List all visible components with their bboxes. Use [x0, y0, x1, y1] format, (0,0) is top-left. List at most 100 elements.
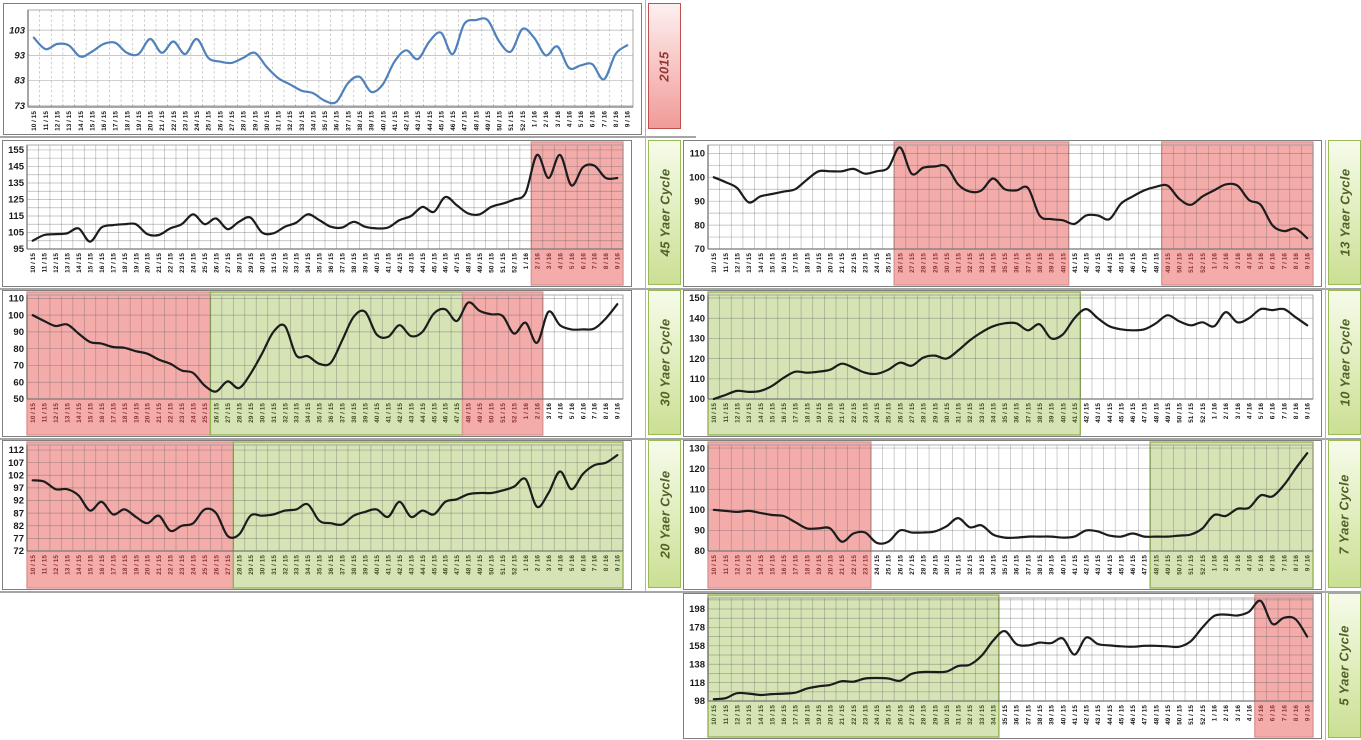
svg-text:40 / 15: 40 / 15 [1060, 555, 1067, 575]
svg-text:70: 70 [694, 244, 705, 255]
svg-text:50 / 15: 50 / 15 [1177, 253, 1184, 273]
svg-text:52 / 15: 52 / 15 [512, 555, 519, 575]
svg-text:22 / 15: 22 / 15 [168, 253, 175, 273]
svg-text:38 / 15: 38 / 15 [351, 253, 358, 273]
svg-text:21 / 15: 21 / 15 [156, 403, 163, 423]
svg-text:31 / 15: 31 / 15 [271, 555, 278, 575]
svg-text:40 / 15: 40 / 15 [1060, 403, 1067, 423]
svg-text:52 / 15: 52 / 15 [1200, 555, 1207, 575]
svg-text:51 / 15: 51 / 15 [1188, 253, 1195, 273]
svg-text:20 / 15: 20 / 15 [148, 111, 155, 131]
svg-text:45 / 15: 45 / 15 [431, 403, 438, 423]
svg-text:112: 112 [9, 445, 24, 456]
svg-text:12 / 15: 12 / 15 [734, 555, 741, 575]
svg-text:49 / 15: 49 / 15 [1165, 555, 1172, 575]
svg-text:42 / 15: 42 / 15 [397, 555, 404, 575]
svg-text:48 / 15: 48 / 15 [466, 403, 473, 423]
tag-30-year-cycle: 30 Yaer Cycle [648, 290, 681, 435]
svg-text:37 / 15: 37 / 15 [1025, 253, 1032, 273]
svg-text:29 / 15: 29 / 15 [248, 253, 255, 273]
svg-text:36 / 15: 36 / 15 [328, 253, 335, 273]
svg-text:17 / 15: 17 / 15 [793, 555, 800, 575]
svg-text:46 / 15: 46 / 15 [443, 253, 450, 273]
chart-13-year-cycle[interactable]: 70 80 90 100 110 10 / 15 11 / 15 12 / 15 13 / 15… [683, 140, 1322, 287]
svg-text:8 / 16: 8 / 16 [1293, 403, 1300, 420]
svg-text:23 / 15: 23 / 15 [182, 111, 189, 131]
svg-text:34 / 15: 34 / 15 [310, 111, 317, 131]
svg-text:29 / 15: 29 / 15 [932, 403, 939, 423]
svg-text:125: 125 [8, 195, 25, 206]
svg-text:8 / 16: 8 / 16 [1293, 555, 1300, 572]
svg-text:14 / 15: 14 / 15 [76, 403, 83, 423]
svg-text:30 / 15: 30 / 15 [944, 403, 951, 423]
chart-45-year-cycle[interactable]: 95 105 115 125 135 145 155 10 / 15 11 / 15 12 / 1… [2, 140, 632, 287]
svg-text:8 / 16: 8 / 16 [613, 111, 620, 128]
chart-5-year-cycle[interactable]: 98 118 138 158 178 198 10 / 15 11 / 15 12 / 15 13… [683, 593, 1322, 739]
svg-text:26 / 15: 26 / 15 [214, 253, 221, 273]
svg-text:17 / 15: 17 / 15 [793, 403, 800, 423]
tag-13-year-cycle: 13 Yaer Cycle [1328, 140, 1361, 285]
svg-text:16 / 15: 16 / 15 [781, 403, 788, 423]
svg-text:80: 80 [694, 220, 705, 231]
svg-text:1 / 16: 1 / 16 [1212, 555, 1219, 572]
svg-text:2 / 16: 2 / 16 [1223, 253, 1230, 270]
svg-text:24 / 15: 24 / 15 [191, 253, 198, 273]
svg-text:48 / 15: 48 / 15 [1153, 253, 1160, 273]
svg-text:43 / 15: 43 / 15 [408, 555, 415, 575]
svg-text:12 / 15: 12 / 15 [53, 253, 60, 273]
tag-10-year-cycle: 10 Yaer Cycle [1328, 290, 1361, 435]
svg-text:118: 118 [690, 678, 705, 689]
svg-text:43 / 15: 43 / 15 [408, 253, 415, 273]
svg-text:145: 145 [8, 162, 25, 173]
svg-text:92: 92 [13, 496, 24, 507]
svg-text:38 / 15: 38 / 15 [351, 555, 358, 575]
svg-text:17 / 15: 17 / 15 [110, 555, 117, 575]
svg-text:37 / 15: 37 / 15 [1025, 555, 1032, 575]
svg-text:11 / 15: 11 / 15 [43, 111, 50, 131]
svg-text:45 / 15: 45 / 15 [431, 555, 438, 575]
svg-text:40 / 15: 40 / 15 [374, 403, 381, 423]
svg-text:5 / 16: 5 / 16 [569, 403, 576, 420]
svg-text:29 / 15: 29 / 15 [248, 555, 255, 575]
svg-text:41 / 15: 41 / 15 [1072, 403, 1079, 423]
svg-text:18 / 15: 18 / 15 [804, 403, 811, 423]
svg-text:33 / 15: 33 / 15 [294, 403, 301, 423]
svg-text:110: 110 [690, 149, 705, 160]
svg-text:17 / 15: 17 / 15 [113, 111, 120, 131]
svg-text:33 / 15: 33 / 15 [294, 555, 301, 575]
svg-text:32 / 15: 32 / 15 [287, 111, 294, 131]
svg-text:39 / 15: 39 / 15 [369, 111, 376, 131]
svg-text:8 / 16: 8 / 16 [603, 403, 610, 420]
svg-text:23 / 15: 23 / 15 [179, 253, 186, 273]
svg-text:77: 77 [13, 534, 24, 545]
svg-text:31 / 15: 31 / 15 [276, 111, 283, 131]
svg-text:28 / 15: 28 / 15 [921, 403, 928, 423]
svg-text:19 / 15: 19 / 15 [816, 705, 823, 725]
svg-text:48 / 15: 48 / 15 [466, 555, 473, 575]
svg-text:178: 178 [689, 623, 705, 634]
svg-text:12 / 15: 12 / 15 [53, 403, 60, 423]
chart-2015[interactable]: 73 83 93 103 10 / 15 11 / 15 12 / 15 13 / 15 14 … [3, 3, 642, 135]
svg-text:18 / 15: 18 / 15 [122, 555, 129, 575]
svg-text:49 / 15: 49 / 15 [1165, 705, 1172, 725]
chart-20-year-cycle[interactable]: 72 77 82 87 92 97 102 107 112 10 / 15 11 / 15 12 / … [2, 440, 632, 590]
svg-text:32 / 15: 32 / 15 [282, 253, 289, 273]
svg-text:50: 50 [13, 394, 24, 405]
svg-text:10 / 15: 10 / 15 [30, 253, 37, 273]
svg-text:46 / 15: 46 / 15 [1130, 555, 1137, 575]
svg-text:2 / 16: 2 / 16 [543, 111, 550, 128]
chart-7-year-cycle[interactable]: 80 90 100 110 120 130 10 / 15 11 / 15 12 / 15 13 … [683, 440, 1322, 590]
tag-20-year-cycle: 20 Yaer Cycle [648, 440, 681, 588]
svg-text:44 / 15: 44 / 15 [427, 111, 434, 131]
chart-30-year-cycle[interactable]: 50 60 70 80 90 100 110 10 / 15 11 / 15 12 / 15 13 … [2, 290, 632, 437]
svg-text:46 / 15: 46 / 15 [1130, 403, 1137, 423]
svg-text:7 / 16: 7 / 16 [1281, 403, 1288, 420]
chart-10-year-cycle[interactable]: 100 110 120 130 140 150 10 / 15 11 / 15 12 / 15 1… [683, 290, 1322, 437]
svg-text:15 / 15: 15 / 15 [769, 253, 776, 273]
svg-text:51 / 15: 51 / 15 [500, 403, 507, 423]
svg-text:19 / 15: 19 / 15 [816, 403, 823, 423]
svg-text:16 / 15: 16 / 15 [781, 705, 788, 725]
svg-text:1 / 16: 1 / 16 [532, 111, 539, 128]
svg-text:24 / 15: 24 / 15 [874, 705, 881, 725]
svg-text:14 / 15: 14 / 15 [76, 555, 83, 575]
